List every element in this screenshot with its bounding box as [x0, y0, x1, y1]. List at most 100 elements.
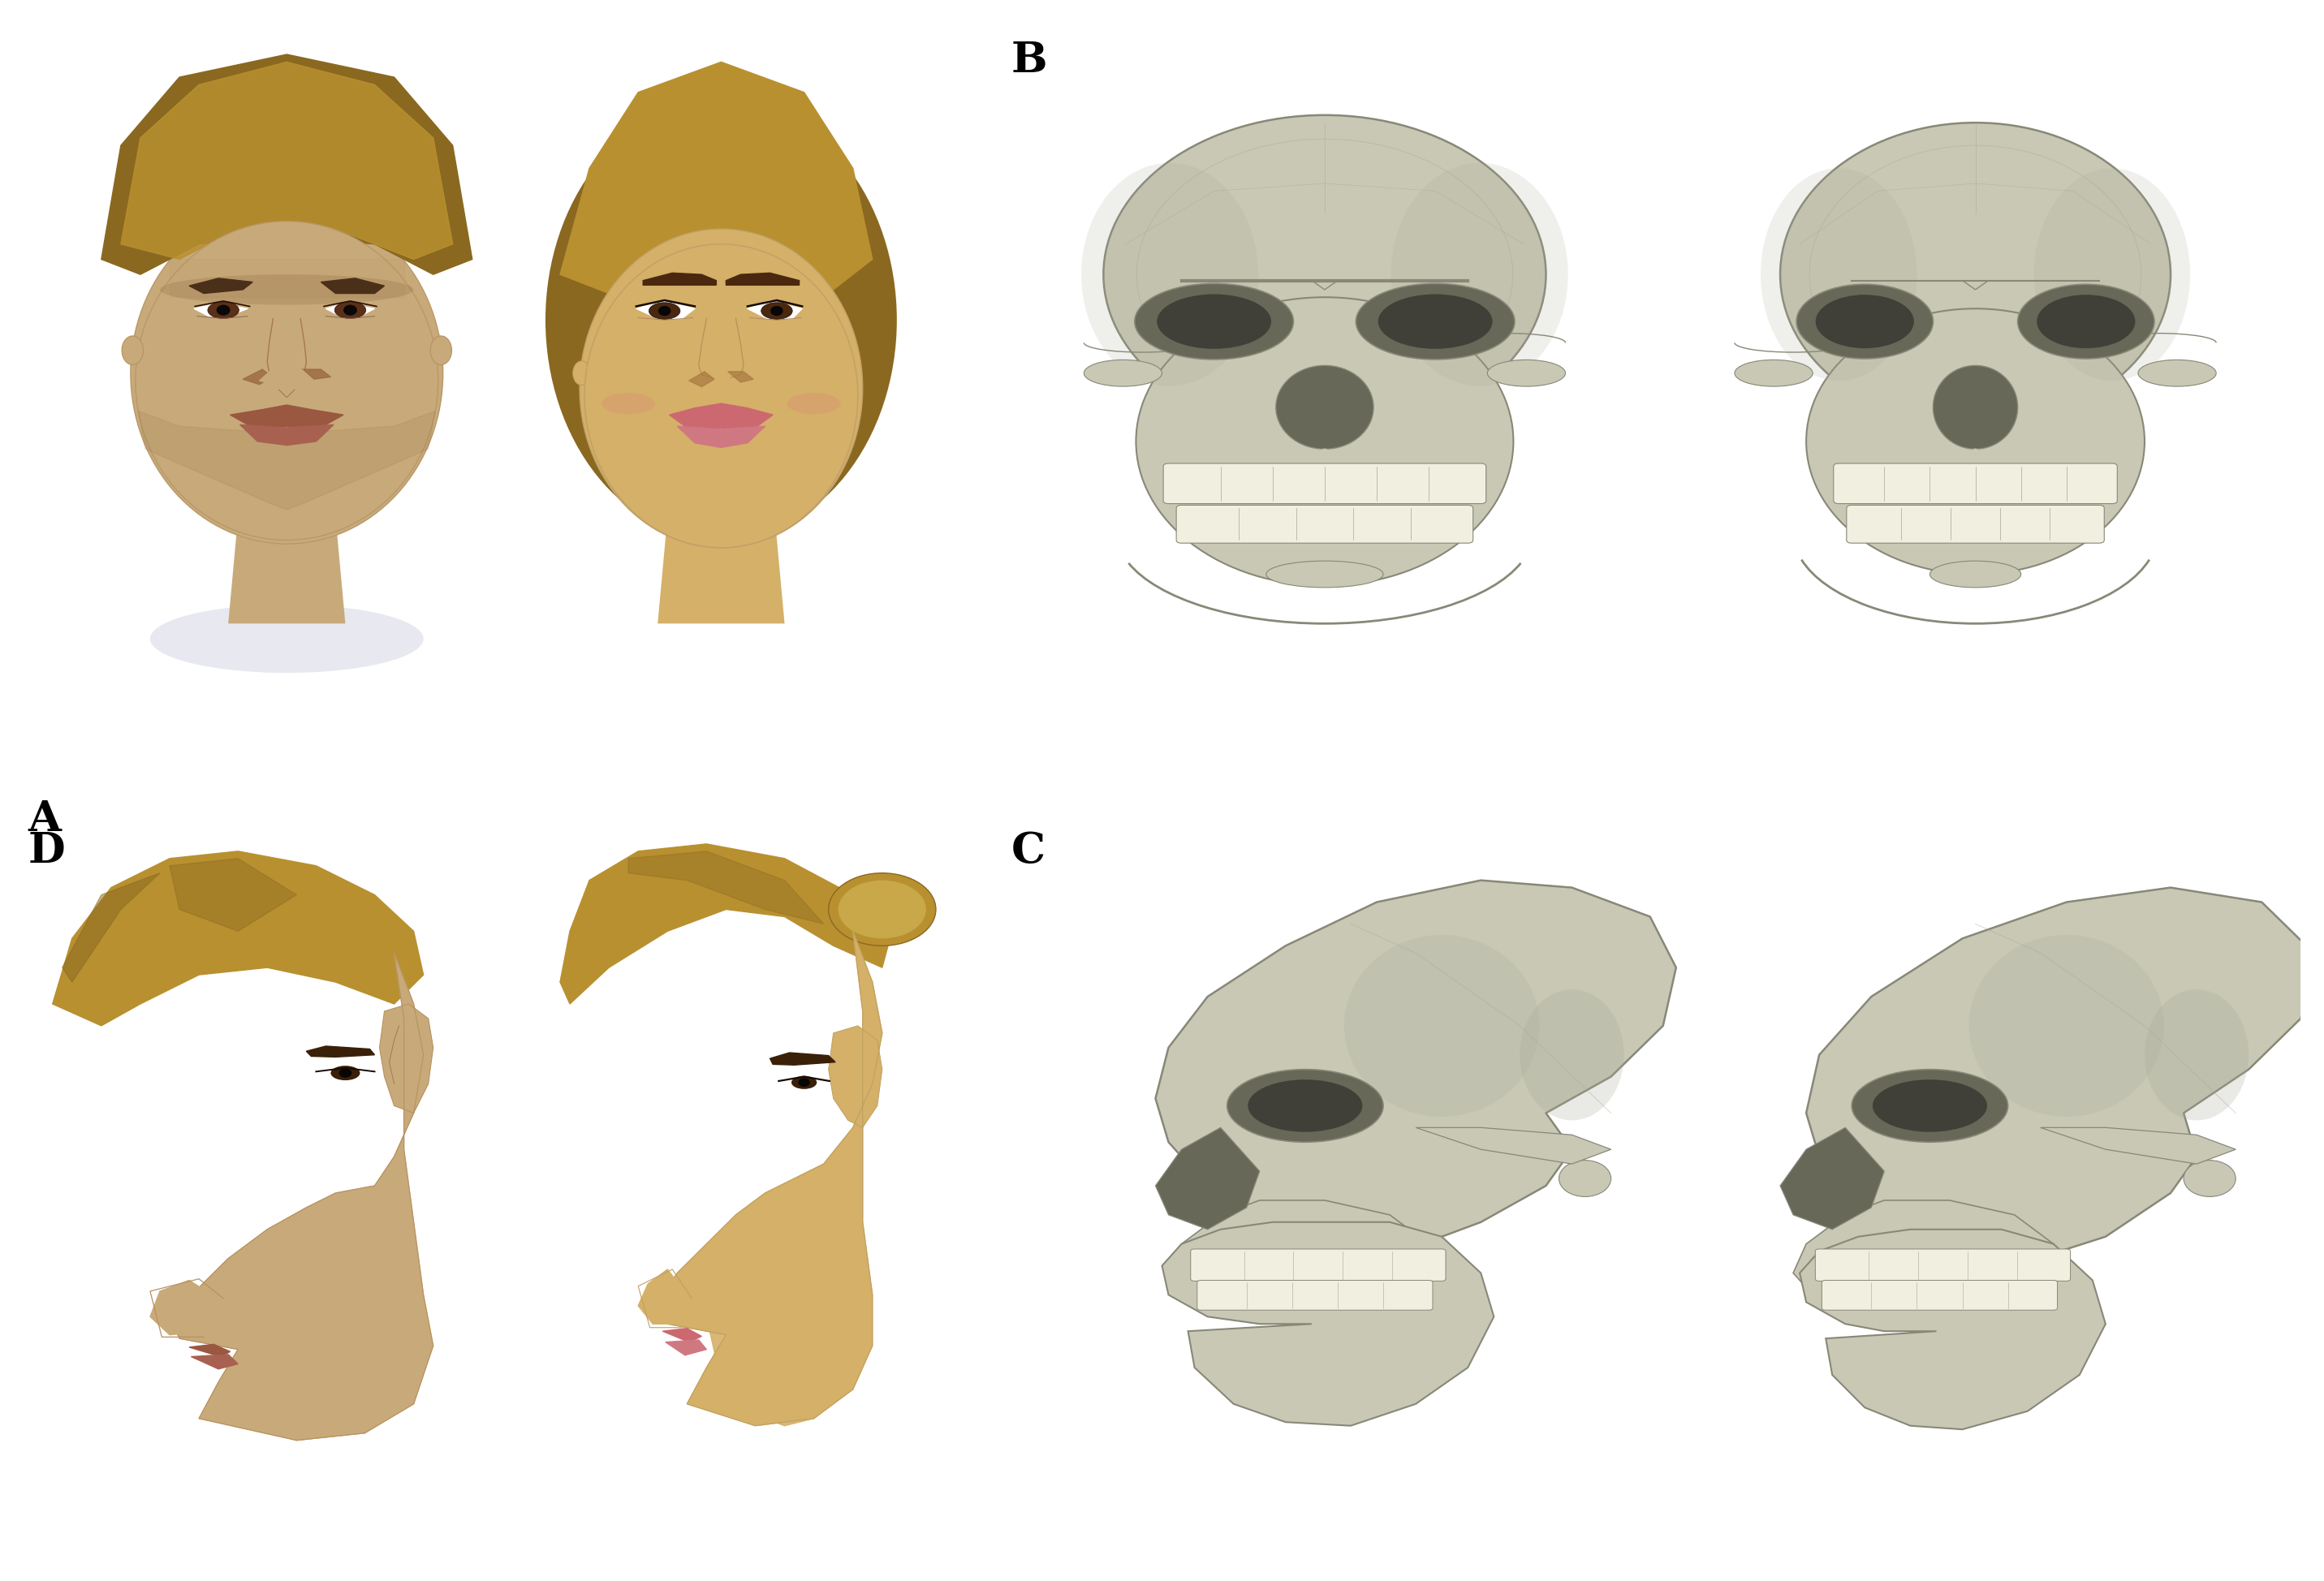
Ellipse shape	[1968, 934, 2164, 1116]
Ellipse shape	[1276, 365, 1373, 449]
Ellipse shape	[1796, 285, 1934, 359]
Polygon shape	[769, 1053, 834, 1066]
FancyBboxPatch shape	[1848, 506, 2103, 544]
Ellipse shape	[546, 100, 897, 541]
Polygon shape	[1799, 1230, 2106, 1429]
Polygon shape	[139, 411, 435, 509]
Ellipse shape	[2138, 360, 2217, 386]
Polygon shape	[637, 300, 695, 318]
Ellipse shape	[792, 1077, 816, 1089]
Ellipse shape	[1734, 360, 1813, 386]
Ellipse shape	[572, 360, 590, 386]
Polygon shape	[1169, 1200, 1455, 1323]
Ellipse shape	[335, 302, 365, 318]
Ellipse shape	[839, 881, 925, 939]
Ellipse shape	[135, 221, 437, 541]
Ellipse shape	[2036, 294, 2136, 348]
Polygon shape	[748, 300, 802, 318]
Polygon shape	[170, 858, 297, 931]
Ellipse shape	[1487, 360, 1566, 386]
Polygon shape	[325, 304, 374, 316]
Polygon shape	[1806, 887, 2315, 1266]
Ellipse shape	[830, 873, 937, 945]
Ellipse shape	[330, 1066, 360, 1080]
Polygon shape	[1162, 1222, 1494, 1426]
Ellipse shape	[1136, 297, 1513, 585]
Polygon shape	[1155, 881, 1676, 1251]
Ellipse shape	[1343, 934, 1538, 1116]
Ellipse shape	[1815, 294, 1915, 348]
Polygon shape	[627, 851, 823, 923]
Polygon shape	[727, 372, 753, 383]
Ellipse shape	[339, 1069, 351, 1078]
Polygon shape	[669, 403, 774, 430]
Polygon shape	[662, 1328, 702, 1342]
Polygon shape	[1415, 1127, 1611, 1164]
Ellipse shape	[1355, 283, 1515, 359]
Ellipse shape	[788, 392, 841, 414]
Text: D: D	[28, 830, 65, 871]
Ellipse shape	[121, 335, 144, 365]
Polygon shape	[688, 372, 713, 387]
Polygon shape	[321, 278, 383, 294]
Ellipse shape	[1081, 163, 1257, 386]
Polygon shape	[639, 1270, 693, 1323]
Polygon shape	[560, 62, 872, 297]
Ellipse shape	[1248, 1080, 1362, 1132]
Ellipse shape	[216, 305, 230, 316]
Ellipse shape	[658, 307, 672, 316]
FancyBboxPatch shape	[1164, 463, 1485, 504]
Ellipse shape	[1934, 365, 2017, 449]
Polygon shape	[379, 1004, 432, 1113]
Ellipse shape	[1392, 163, 1569, 386]
Polygon shape	[170, 953, 432, 1440]
Ellipse shape	[797, 1078, 811, 1086]
Polygon shape	[725, 274, 799, 285]
Ellipse shape	[2017, 285, 2154, 359]
Ellipse shape	[1157, 294, 1271, 349]
Ellipse shape	[2145, 990, 2250, 1121]
Polygon shape	[676, 427, 765, 447]
Ellipse shape	[1083, 360, 1162, 386]
Polygon shape	[1966, 449, 1985, 465]
Polygon shape	[665, 1341, 706, 1355]
Ellipse shape	[130, 202, 444, 544]
Ellipse shape	[151, 604, 423, 674]
Ellipse shape	[579, 229, 862, 547]
Ellipse shape	[602, 392, 655, 414]
Ellipse shape	[772, 307, 783, 316]
Polygon shape	[277, 1295, 414, 1440]
Ellipse shape	[1780, 123, 2171, 427]
Polygon shape	[260, 367, 314, 387]
Polygon shape	[307, 1047, 374, 1058]
Ellipse shape	[1762, 168, 1917, 381]
Polygon shape	[658, 517, 786, 623]
Ellipse shape	[762, 302, 792, 319]
Ellipse shape	[1873, 1080, 1987, 1132]
Text: B: B	[1011, 40, 1048, 81]
Polygon shape	[188, 1344, 230, 1356]
Ellipse shape	[1378, 294, 1492, 349]
Polygon shape	[242, 370, 272, 384]
FancyBboxPatch shape	[1815, 1249, 2071, 1281]
Polygon shape	[239, 425, 335, 446]
Polygon shape	[706, 1303, 834, 1426]
Polygon shape	[230, 405, 344, 428]
Ellipse shape	[1267, 561, 1383, 588]
Ellipse shape	[344, 305, 358, 316]
Ellipse shape	[1559, 1160, 1611, 1197]
Polygon shape	[53, 851, 423, 1026]
Ellipse shape	[2034, 168, 2189, 381]
Polygon shape	[151, 1281, 223, 1334]
Ellipse shape	[1520, 990, 1624, 1121]
Ellipse shape	[1929, 561, 2022, 588]
Ellipse shape	[2185, 1160, 2236, 1197]
Ellipse shape	[586, 243, 858, 547]
Text: C: C	[1011, 830, 1046, 871]
FancyBboxPatch shape	[1176, 506, 1473, 544]
Polygon shape	[188, 278, 253, 294]
Polygon shape	[644, 274, 716, 285]
Polygon shape	[560, 844, 892, 1004]
Polygon shape	[102, 54, 472, 275]
Polygon shape	[191, 1355, 237, 1369]
